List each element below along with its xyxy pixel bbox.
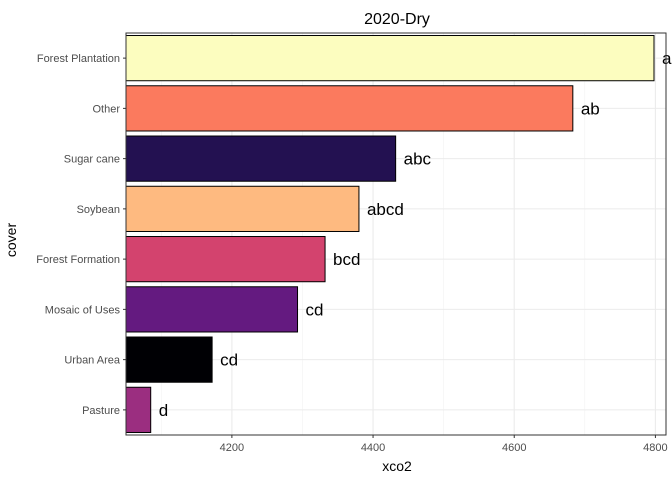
y-tick-label: Forest Plantation	[37, 53, 120, 65]
y-tick-label: Urban Area	[64, 355, 121, 367]
x-tick-label: 4800	[643, 442, 667, 454]
bar-data-label: a	[662, 49, 672, 68]
panel-border	[125, 32, 667, 436]
chart-title: 2020-Dry	[364, 11, 430, 28]
bar-data-label: abc	[404, 150, 432, 169]
x-tick-label: 4400	[361, 442, 385, 454]
x-axis-title: xco2	[382, 458, 412, 474]
bar	[125, 236, 326, 283]
bar-data-label: d	[159, 401, 168, 420]
y-tick-label: Other	[92, 103, 120, 115]
bar	[125, 386, 152, 433]
bar-data-label: cd	[306, 300, 324, 319]
bar-data-label: bcd	[333, 250, 360, 269]
y-tick-label: Soybean	[77, 204, 120, 216]
x-tick-label: 4200	[220, 442, 244, 454]
bar-data-label: cd	[220, 351, 238, 370]
y-axis-title: cover	[3, 223, 19, 258]
y-axis-ticks: Forest Plantation Other Sugar cane Soybean F…	[36, 53, 126, 417]
bar	[125, 135, 397, 182]
y-tick-label: Pasture	[82, 405, 120, 417]
bar	[125, 185, 360, 232]
x-axis-ticks: 4200 4400 4600 4800	[220, 435, 668, 454]
y-tick-label: Sugar cane	[64, 154, 120, 166]
bar	[125, 286, 299, 333]
bar-labels: a ab abc abcd bcd cd cd d	[159, 49, 672, 420]
y-tick-label: Forest Formation	[36, 254, 120, 266]
bar	[125, 85, 574, 132]
y-tick-label: Mosaic of Uses	[45, 304, 121, 316]
bar	[125, 336, 213, 383]
bar	[125, 35, 655, 82]
x-tick-label: 4600	[502, 442, 526, 454]
bar-data-label: abcd	[367, 200, 404, 219]
bars	[125, 35, 655, 433]
bar-data-label: ab	[581, 99, 600, 118]
